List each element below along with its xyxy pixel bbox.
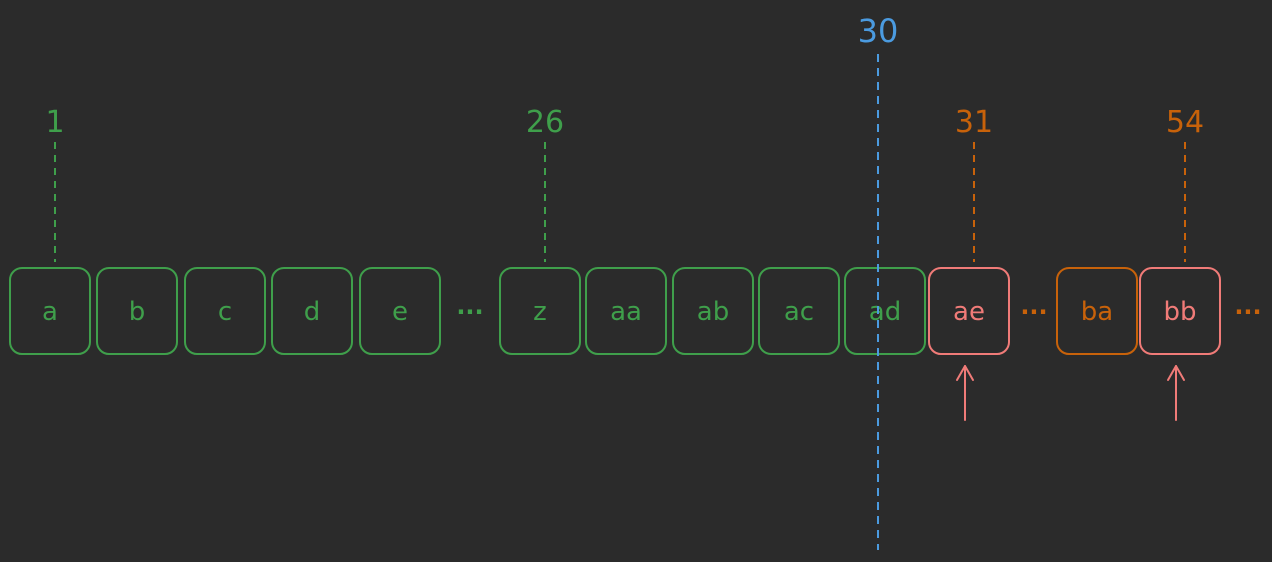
cell-c: c — [184, 267, 266, 355]
cell-label: e — [392, 297, 408, 327]
cell-label: ae — [953, 297, 985, 327]
cell-box — [184, 267, 266, 355]
cell-aa: aa — [585, 267, 667, 355]
cell-label: z — [533, 297, 547, 327]
cell-ad: ad — [844, 267, 926, 355]
cell-b: b — [96, 267, 178, 355]
cell-e: e — [359, 267, 441, 355]
index-markers: 1 26 31 54 — [45, 105, 1204, 262]
cell-box — [499, 267, 581, 355]
ellipsis: ··· — [1020, 298, 1047, 326]
cell-ba: ba — [1056, 267, 1138, 355]
index-marker-1: 1 — [45, 105, 65, 262]
index-marker-26: 26 — [526, 105, 564, 262]
cell-label: ad — [869, 297, 901, 327]
pointer-arrows — [956, 365, 1185, 421]
ellipsis: ··· — [456, 298, 483, 326]
cell-z: z — [499, 267, 581, 355]
cell-ab: ab — [672, 267, 754, 355]
cell-ae: ae — [928, 267, 1010, 355]
cell-label: a — [42, 297, 58, 327]
index-label: 26 — [526, 105, 564, 140]
cell-label: c — [218, 297, 232, 327]
cell-label: d — [304, 297, 321, 327]
index-label: 31 — [955, 105, 993, 140]
cell-box — [844, 267, 926, 355]
cutoff-line-group: 30 — [858, 12, 899, 550]
cell-box — [9, 267, 91, 355]
index-marker-54: 54 — [1166, 105, 1204, 262]
cell-box — [1056, 267, 1138, 355]
cutoff-label: 30 — [858, 12, 899, 50]
cell-box — [928, 267, 1010, 355]
cell-label: aa — [610, 297, 642, 327]
cell-box — [1139, 267, 1221, 355]
cell-a: a — [9, 267, 91, 355]
up-arrow-icon — [956, 365, 974, 421]
cell-box — [758, 267, 840, 355]
cell-bb: bb — [1139, 267, 1221, 355]
cell-sequence: a b c d e z aa ab ac ad ae ba bb — [9, 267, 1221, 355]
cell-label: bb — [1163, 297, 1196, 327]
cell-box — [271, 267, 353, 355]
cell-label: ba — [1081, 297, 1113, 327]
cell-box — [96, 267, 178, 355]
index-label: 1 — [45, 105, 64, 140]
index-marker-31: 31 — [955, 105, 993, 262]
cell-label: ab — [697, 297, 729, 327]
ellipsis-group: ··· ··· ··· — [456, 298, 1261, 326]
up-arrow-icon — [1167, 365, 1185, 421]
index-label: 54 — [1166, 105, 1204, 140]
cell-box — [359, 267, 441, 355]
ellipsis: ··· — [1234, 298, 1261, 326]
cell-label: b — [129, 297, 146, 327]
cell-d: d — [271, 267, 353, 355]
cell-box — [585, 267, 667, 355]
cell-box — [672, 267, 754, 355]
cell-ac: ac — [758, 267, 840, 355]
cell-label: ac — [784, 297, 814, 327]
